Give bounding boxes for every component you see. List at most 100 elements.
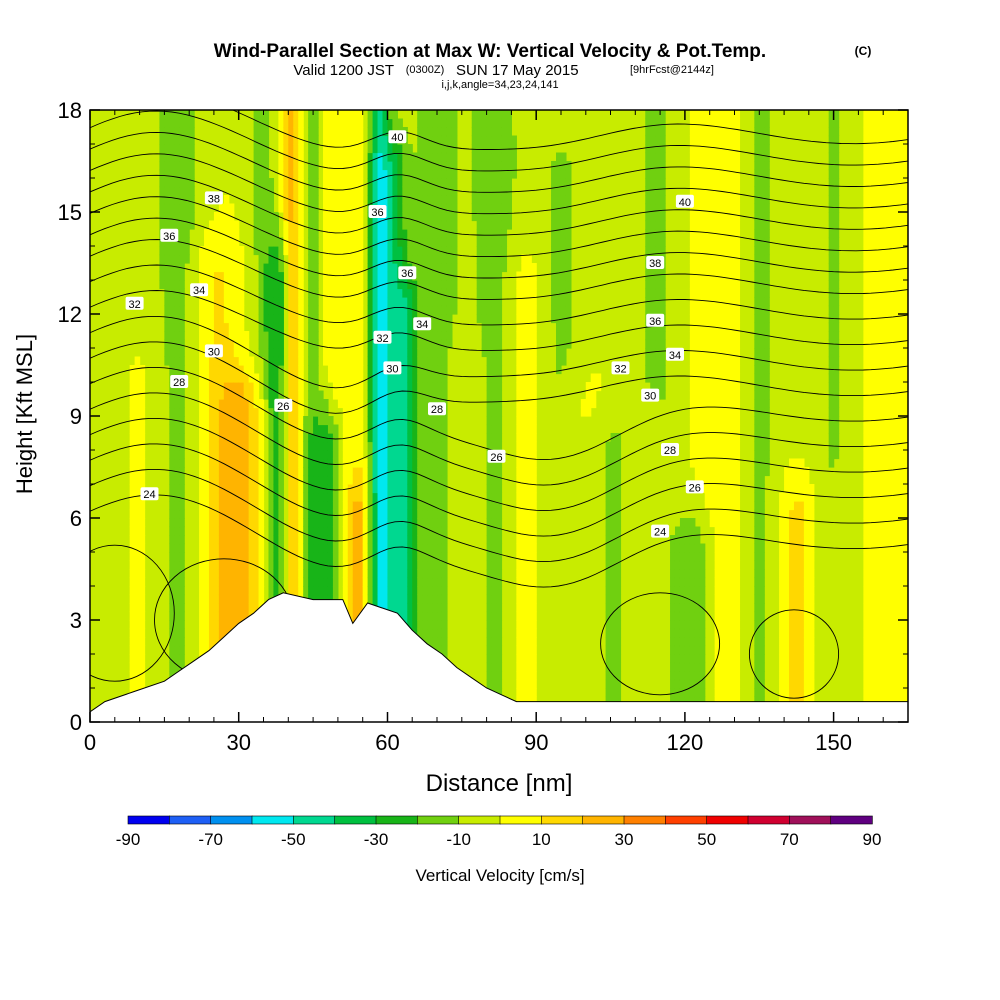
velocity-cell: [709, 399, 716, 409]
velocity-cell: [531, 492, 537, 502]
velocity-cell: [243, 611, 250, 621]
velocity-cell: [164, 356, 170, 366]
velocity-cell: [397, 203, 403, 213]
velocity-cell: [352, 450, 359, 460]
velocity-cell: [531, 586, 537, 596]
velocity-cell: [432, 611, 438, 621]
velocity-cell: [179, 569, 185, 579]
velocity-cell: [714, 305, 721, 315]
velocity-cell: [714, 212, 721, 222]
velocity-cell: [174, 586, 180, 596]
velocity-cell: [417, 110, 423, 120]
velocity-cell: [357, 229, 364, 239]
velocity-cell: [446, 339, 453, 349]
velocity-cell: [169, 263, 175, 273]
velocity-cell: [347, 237, 354, 247]
velocity-cell: [496, 569, 503, 579]
velocity-cell: [516, 450, 522, 460]
velocity-cell: [342, 339, 349, 349]
velocity-cell: [437, 152, 443, 162]
velocity-cell: [387, 144, 394, 154]
velocity-cell: [134, 450, 141, 460]
velocity-cell: [407, 603, 413, 613]
velocity-cell: [313, 186, 319, 196]
velocity-cell: [437, 560, 443, 570]
velocity-cell: [342, 518, 349, 528]
velocity-cell: [298, 271, 304, 281]
velocity-cell: [313, 424, 319, 434]
velocity-cell: [179, 297, 185, 307]
velocity-cell: [699, 458, 706, 468]
velocity-cell: [704, 424, 711, 434]
velocity-cell: [357, 348, 364, 358]
velocity-cell: [645, 135, 651, 145]
velocity-cell: [199, 331, 205, 341]
velocity-cell: [714, 127, 721, 137]
velocity-cell: [293, 501, 299, 511]
velocity-cell: [179, 212, 185, 222]
velocity-cell: [174, 654, 180, 664]
velocity-cell: [432, 518, 438, 528]
velocity-cell: [347, 118, 354, 128]
velocity-cell: [342, 186, 349, 196]
velocity-cell: [382, 314, 389, 324]
velocity-cell: [228, 246, 235, 256]
velocity-cell: [694, 637, 701, 647]
velocity-cell: [486, 271, 493, 281]
velocity-cell: [709, 127, 716, 137]
velocity-cell: [263, 186, 270, 196]
velocity-cell: [213, 475, 220, 485]
velocity-cell: [238, 450, 245, 460]
velocity-cell: [521, 492, 527, 502]
velocity-cell: [223, 594, 230, 604]
velocity-cell: [699, 688, 706, 698]
velocity-cell: [655, 212, 661, 222]
velocity-cell: [174, 475, 180, 485]
velocity-cell: [278, 348, 284, 358]
velocity-cell: [684, 620, 691, 630]
velocity-cell: [432, 577, 438, 587]
velocity-cell: [174, 637, 180, 647]
velocity-cell: [427, 365, 433, 375]
velocity-cell: [208, 467, 215, 477]
velocity-cell: [293, 450, 299, 460]
velocity-cell: [451, 186, 458, 196]
velocity-cell: [253, 433, 260, 443]
velocity-cell: [189, 195, 195, 205]
velocity-cell: [446, 237, 453, 247]
velocity-cell: [407, 152, 413, 162]
velocity-cell: [491, 679, 498, 689]
velocity-cell: [164, 203, 170, 213]
velocity-cell: [645, 365, 651, 375]
velocity-cell: [486, 535, 493, 545]
velocity-cell: [313, 492, 319, 502]
velocity-cell: [199, 450, 205, 460]
velocity-cell: [288, 518, 294, 528]
velocity-cell: [268, 509, 275, 519]
velocity-cell: [427, 144, 433, 154]
velocity-cell: [204, 603, 210, 613]
velocity-cell: [258, 331, 265, 341]
velocity-cell: [134, 577, 141, 587]
velocity-cell: [704, 356, 711, 366]
velocity-cell: [298, 535, 304, 545]
velocity-cell: [337, 161, 344, 171]
velocity-cell: [298, 314, 304, 324]
velocity-cell: [427, 594, 433, 604]
velocity-cell: [308, 254, 314, 264]
velocity-cell: [417, 271, 423, 281]
velocity-cell: [248, 356, 255, 366]
velocity-cell: [521, 390, 527, 400]
velocity-cell: [674, 543, 681, 553]
velocity-cell: [357, 594, 364, 604]
velocity-cell: [387, 390, 394, 400]
velocity-cell: [184, 212, 190, 222]
velocity-cell: [655, 220, 661, 230]
velocity-cell: [159, 186, 165, 196]
velocity-cell: [674, 560, 681, 570]
velocity-cell: [327, 450, 334, 460]
velocity-cell: [332, 203, 339, 213]
velocity-cell: [179, 186, 185, 196]
velocity-cell: [565, 331, 572, 341]
velocity-cell: [387, 407, 394, 417]
